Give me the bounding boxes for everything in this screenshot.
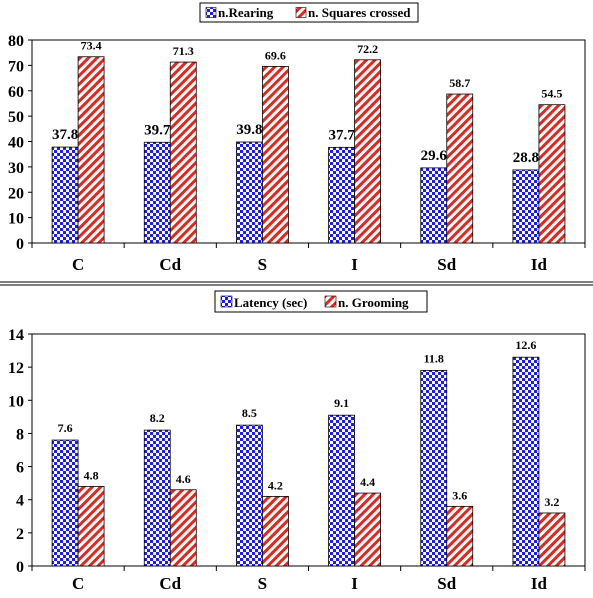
latency-ytick-label: 12	[8, 360, 24, 377]
rearing-bar-hatch	[77, 56, 105, 244]
rearing-ytick-label: 0	[16, 236, 24, 253]
rearing-data-label: 69.6	[265, 48, 286, 62]
latency-bar-hatch	[169, 489, 197, 567]
latency-legend-swatch	[220, 295, 233, 308]
latency-data-label: 4.2	[268, 478, 283, 492]
latency-plot-frame	[31, 333, 586, 567]
rearing-category-label: Id	[531, 255, 548, 274]
latency-category-label: C	[72, 574, 84, 593]
rearing-legend-swatch	[205, 7, 217, 18]
latency-bar-checker	[236, 424, 263, 567]
latency-bar-hatch	[262, 495, 289, 567]
latency-ytick-label: 0	[16, 559, 24, 576]
rearing-legend-label: n.Rearing	[218, 5, 274, 20]
latency-bar-checker	[512, 356, 540, 567]
latency-data-label: 11.8	[424, 351, 444, 365]
latency-data-label: 8.5	[242, 406, 257, 420]
rearing-bar-checker	[512, 169, 540, 244]
rearing-category-label: C	[72, 255, 84, 274]
rearing-plot-frame	[31, 39, 586, 244]
latency-ytick-label: 14	[8, 327, 24, 344]
rearing-legend-swatch	[295, 7, 307, 18]
latency-bar-hatch	[77, 486, 105, 567]
latency-legend-label: n. Grooming	[338, 295, 409, 310]
rearing-data-label: 37.7	[328, 127, 355, 143]
latency-ytick-label: 2	[16, 526, 24, 543]
rearing-bar-hatch	[446, 93, 474, 244]
latency-data-label: 3.6	[452, 488, 467, 502]
latency-ytick-label: 8	[16, 426, 24, 443]
latency-bar-hatch	[446, 505, 474, 567]
rearing-data-label: 39.8	[236, 122, 262, 138]
rearing-data-label: 39.7	[144, 122, 171, 138]
rearing-ytick-label: 60	[8, 84, 24, 101]
latency-legend-label: Latency (sec)	[234, 295, 307, 310]
latency-data-label: 12.6	[515, 338, 536, 352]
latency-data-label: 4.4	[360, 475, 375, 489]
latency-data-label: 8.2	[150, 411, 165, 425]
latency-ytick-label: 4	[16, 493, 24, 510]
latency-legend-swatch	[324, 295, 337, 308]
rearing-ytick-label: 70	[8, 58, 24, 75]
rearing-category-label: I	[351, 255, 358, 274]
latency-bar-hatch	[354, 492, 381, 567]
latency-category-label: Cd	[159, 574, 181, 593]
rearing-category-label: Sd	[437, 255, 456, 274]
rearing-bar-checker	[51, 146, 79, 244]
latency-bar-checker	[143, 429, 171, 567]
rearing-data-label: 54.5	[541, 87, 562, 101]
latency-bar-checker	[328, 414, 355, 567]
latency-data-label: 7.6	[58, 421, 73, 435]
rearing-data-label: 72.2	[357, 42, 378, 56]
rearing-data-label: 71.3	[173, 44, 194, 58]
rearing-ytick-label: 20	[8, 185, 24, 202]
latency-data-label: 3.2	[544, 495, 559, 509]
latency-data-label: 4.6	[176, 472, 191, 486]
latency-bar-hatch	[538, 512, 566, 567]
latency-category-label: Id	[531, 574, 548, 593]
rearing-bar-hatch	[354, 59, 381, 244]
latency-bar-checker	[51, 439, 79, 567]
rearing-bar-hatch	[262, 65, 289, 244]
rearing-ytick-label: 40	[8, 135, 24, 152]
rearing-data-label: 37.8	[52, 127, 78, 143]
rearing-bar-checker	[420, 167, 448, 244]
rearing-bar-hatch	[169, 61, 197, 244]
rearing-ytick-label: 50	[8, 109, 24, 126]
latency-ytick-label: 6	[16, 460, 24, 477]
rearing-bar-checker	[143, 141, 171, 244]
rearing-category-label: S	[258, 255, 267, 274]
rearing-data-label: 28.8	[513, 150, 539, 166]
rearing-legend-label: n. Squares crossed	[308, 5, 411, 20]
rearing-bar-checker	[328, 146, 355, 244]
rearing-bar-checker	[236, 141, 263, 244]
rearing-data-label: 29.6	[421, 148, 448, 164]
latency-category-label: S	[258, 574, 267, 593]
latency-data-label: 4.8	[84, 468, 99, 482]
rearing-ytick-label: 30	[8, 160, 24, 177]
latency-bar-checker	[420, 370, 448, 567]
rearing-ytick-label: 10	[8, 211, 24, 228]
rearing-legend-box	[199, 2, 419, 23]
latency-legend-box	[214, 290, 428, 313]
latency-category-label: I	[351, 574, 358, 593]
latency-category-label: Sd	[437, 574, 456, 593]
rearing-data-label: 73.4	[81, 39, 102, 53]
rearing-ytick-label: 80	[8, 33, 24, 50]
rearing-data-label: 58.7	[449, 76, 470, 90]
latency-ytick-label: 10	[8, 393, 24, 410]
rearing-category-label: Cd	[159, 255, 181, 274]
latency-data-label: 9.1	[334, 396, 349, 410]
rearing-bar-hatch	[538, 104, 566, 244]
